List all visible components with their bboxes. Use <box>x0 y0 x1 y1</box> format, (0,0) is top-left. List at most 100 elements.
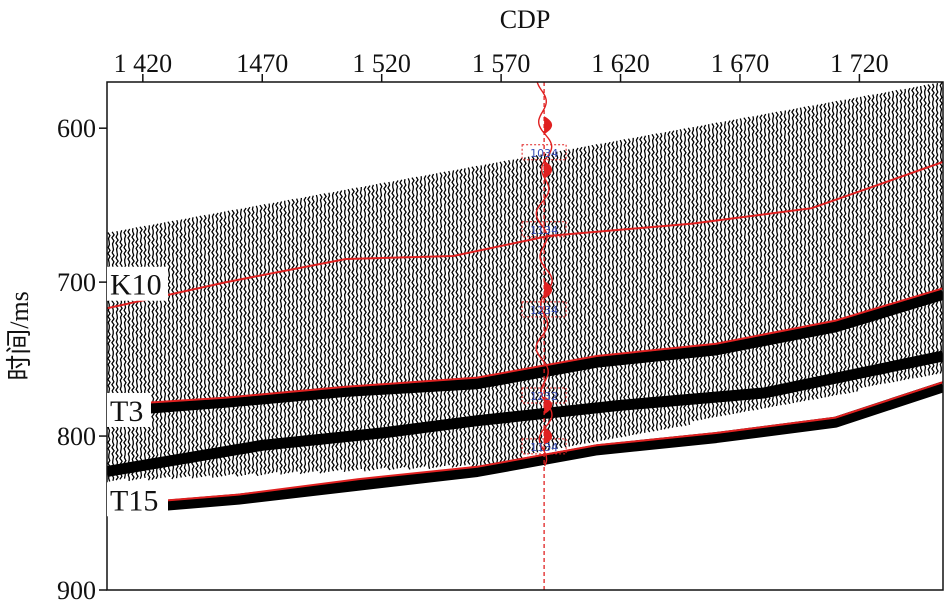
strong-reflection-events <box>107 289 943 516</box>
seismic-trace <box>179 219 183 478</box>
seismic-trace <box>367 185 371 471</box>
seismic-trace <box>487 163 491 465</box>
seismic-trace <box>359 186 363 470</box>
seismic-trace <box>747 116 751 412</box>
seismic-trace <box>583 146 587 444</box>
seismic-trace <box>267 203 271 474</box>
seismic-trace <box>351 188 355 471</box>
seismic-trace <box>455 169 459 468</box>
seismic-trace <box>187 217 191 477</box>
wavelet-peak <box>544 280 553 299</box>
y-tick-label: 800 <box>57 422 96 451</box>
seismic-trace <box>903 88 907 381</box>
seismic-trace <box>743 117 747 412</box>
seismic-trace <box>863 95 867 388</box>
reflection-event <box>107 381 943 516</box>
seismic-trace <box>255 205 259 477</box>
seismic-trace <box>735 119 739 414</box>
seismic-trace <box>827 102 831 397</box>
seismic-trace <box>535 154 539 453</box>
well-label-box <box>521 301 567 318</box>
seismic-trace <box>407 178 411 470</box>
seismic-trace <box>395 180 399 469</box>
seismic-trace <box>135 227 139 480</box>
x-tick-label: 1 520 <box>352 49 411 78</box>
seismic-trace <box>751 116 755 411</box>
seismic-trace <box>683 128 687 426</box>
seismic-trace <box>919 85 923 378</box>
seismic-trace <box>675 129 679 428</box>
seismic-trace <box>131 228 135 481</box>
seismic-trace <box>279 201 283 475</box>
y-axis-title: 时间/ms <box>5 291 34 381</box>
seismic-trace <box>467 167 471 465</box>
seismic-trace <box>695 126 699 421</box>
seismic-trace <box>587 145 591 444</box>
seismic-trace <box>595 144 599 442</box>
seismic-trace <box>867 95 871 387</box>
seismic-trace <box>239 208 243 477</box>
horizon-labels: K10 T3 T15 <box>107 266 168 517</box>
seismic-trace <box>767 113 771 408</box>
seismic-trace <box>191 217 195 479</box>
seismic-trace <box>447 170 451 466</box>
seismic-trace <box>643 135 647 433</box>
seismic-trace <box>687 127 691 425</box>
well-depth-label: 1234 <box>530 304 558 317</box>
well-depth-label: 1034 <box>530 147 558 160</box>
seismic-trace <box>823 102 827 398</box>
seismic-trace <box>907 87 911 380</box>
seismic-trace <box>375 183 379 470</box>
seismic-trace <box>851 97 855 393</box>
seismic-trace <box>503 160 507 462</box>
seismic-trace <box>731 119 735 414</box>
seismic-trace <box>915 86 919 379</box>
seismic-trace <box>147 225 151 481</box>
seismic-trace <box>567 149 571 447</box>
seismic-trace <box>499 161 503 463</box>
seismic-trace <box>143 225 147 479</box>
seismic-trace <box>151 224 155 480</box>
seismic-trace <box>175 220 179 479</box>
seismic-trace <box>775 111 779 407</box>
seismic-trace <box>331 191 335 472</box>
seismic-trace <box>315 194 319 472</box>
seismic-trace <box>403 178 407 468</box>
seismic-trace <box>139 226 143 479</box>
well-label-box <box>521 221 567 238</box>
y-axis-ticks: 600 700 800 900 <box>57 114 107 602</box>
horizon-line-t15 <box>107 381 943 507</box>
x-axis-title: CDP <box>500 5 551 34</box>
seismic-trace <box>311 195 315 472</box>
seismic-trace <box>531 155 535 454</box>
seismic-trace <box>839 100 843 395</box>
well-label-box <box>521 144 567 161</box>
seismic-trace <box>623 139 627 437</box>
seismic-trace <box>323 193 327 473</box>
seismic-trace <box>691 127 695 422</box>
x-tick-label: 1470 <box>236 49 288 78</box>
seismic-trace <box>711 123 715 418</box>
x-tick-label: 1 620 <box>591 49 650 78</box>
seismic-trace <box>895 89 899 382</box>
seismic-trace <box>715 122 719 417</box>
seismic-trace <box>299 197 303 475</box>
seismic-trace <box>371 184 375 471</box>
seismic-trace <box>211 213 215 478</box>
seismic-trace <box>431 173 435 469</box>
seismic-trace <box>819 103 823 399</box>
seismic-trace <box>783 110 787 405</box>
seismic-trace <box>451 170 455 468</box>
seismic-trace <box>283 200 287 475</box>
horizon-label-t15: T15 <box>110 484 158 517</box>
seismic-trace <box>223 211 227 476</box>
reflection-event <box>107 289 943 417</box>
seismic-trace <box>659 132 663 431</box>
seismic-trace <box>163 222 167 478</box>
seismic-trace <box>263 203 267 475</box>
seismic-trace <box>195 216 199 478</box>
seismic-trace <box>663 132 667 430</box>
x-tick-label: 1 670 <box>711 49 770 78</box>
seismic-trace <box>803 106 807 402</box>
seismic-trace <box>319 193 323 474</box>
